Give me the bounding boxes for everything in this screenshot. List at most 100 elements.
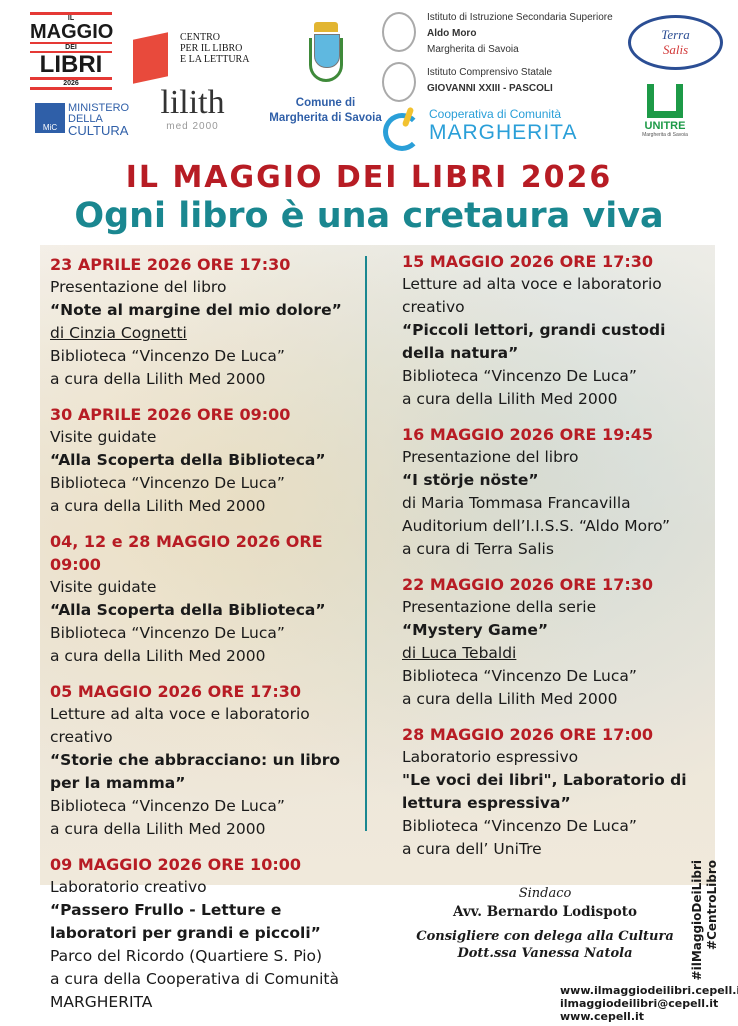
- event-date: 15 MAGGIO 2026 ORE 17:30: [402, 252, 653, 271]
- signature-role-mayor: Sindaco: [518, 886, 572, 901]
- logo-text: 2026: [30, 77, 112, 90]
- signature-role-councillor: Consigliere con delega alla Cultura: [416, 929, 674, 944]
- event: 15 MAGGIO 2026 ORE 17:30 Letture ad alta …: [402, 250, 702, 411]
- event-title: “Mystery Game”: [402, 621, 549, 639]
- event-detail: di Cinzia Cognetti: [50, 324, 187, 342]
- event-detail: Auditorium dell’I.I.S.S. “Aldo Moro”: [402, 517, 671, 535]
- event: 30 APRILE 2026 ORE 09:00 Visite guidate “A…: [50, 403, 365, 518]
- event-title: "Le voci dei libri", Laboratorio di lett…: [402, 771, 687, 812]
- logo-unitre: UNITRE Margherita di Savoia: [636, 84, 694, 138]
- event-detail: Biblioteca “Vincenzo De Luca”: [402, 817, 637, 835]
- event-detail: Laboratorio espressivo: [402, 748, 579, 766]
- logo-text: CULTURA: [68, 123, 129, 138]
- signature-name-mayor: Avv. Bernardo Lodispoto: [453, 904, 637, 920]
- event: 22 MAGGIO 2026 ORE 17:30 Presentazione de…: [402, 573, 702, 711]
- logo-text: Aldo Moro: [427, 28, 477, 39]
- event: 16 MAGGIO 2026 ORE 19:45 Presentazione de…: [402, 423, 702, 561]
- book-illustration-background: [40, 245, 715, 885]
- logo-text: PER IL LIBRO: [180, 43, 243, 54]
- logo-text: MAGGIO: [30, 21, 114, 43]
- flower-icon: [383, 113, 421, 151]
- event-detail: a cura della Lilith Med 2000: [50, 647, 266, 665]
- event-detail: di Luca Tebaldi: [402, 644, 517, 662]
- events-left-column: 23 APRILE 2026 ORE 17:30 Presentazione de…: [50, 253, 365, 1026]
- event-date: 05 MAGGIO 2026 ORE 17:30: [50, 682, 301, 701]
- website-link[interactable]: www.cepell.it: [560, 1010, 645, 1023]
- event-title: “Note al margine del mio dolore”: [50, 301, 342, 319]
- logo-terra-salis: Terra Salis: [628, 15, 723, 70]
- emblem-icon: [382, 12, 416, 52]
- page-title: IL MAGGIO DEI LIBRI 2026: [125, 160, 613, 195]
- event-date: 30 APRILE 2026 ORE 09:00: [50, 405, 291, 424]
- event-detail: Biblioteca “Vincenzo De Luca”: [50, 474, 285, 492]
- event-detail: di Maria Tommasa Francavilla: [402, 494, 631, 512]
- hashtags: #ilMaggioDeiLibri #CentroLibro: [690, 860, 720, 1000]
- event-detail: a cura della Cooperativa di Comunità MAR…: [50, 970, 340, 1011]
- logo-text: Margherita di Savoia: [427, 44, 519, 55]
- unitre-mark-icon: [647, 84, 683, 118]
- email-link[interactable]: ilmaggiodeilibri@cepell.it: [560, 997, 719, 1010]
- logo-comune: Comune di Margherita di Savoia: [268, 8, 383, 126]
- logo-text: GIOVANNI XXIII - PASCOLI: [427, 83, 553, 94]
- emblem-icon: [382, 62, 416, 102]
- logo-text: Terra: [661, 27, 690, 42]
- page-subtitle: Ogni libro è una cretaura viva: [74, 196, 664, 236]
- event-title: “Piccoli lettori, grandi custodi della n…: [402, 321, 666, 362]
- event-detail: Laboratorio creativo: [50, 878, 207, 896]
- logo-text: CENTRO: [180, 32, 220, 43]
- logo-text: DEI: [30, 42, 112, 53]
- event: 05 MAGGIO 2026 ORE 17:30 Letture ad alta …: [50, 680, 365, 841]
- event-detail: Biblioteca “Vincenzo De Luca”: [402, 367, 637, 385]
- logo-text: med 2000: [166, 121, 219, 132]
- event-detail: a cura della Lilith Med 2000: [50, 820, 266, 838]
- event-date: 04, 12 e 28 MAGGIO 2026 ORE 09:00: [50, 532, 323, 574]
- event-detail: a cura della Lilith Med 2000: [402, 690, 618, 708]
- mic-badge: MiC: [35, 103, 65, 133]
- column-divider: [365, 256, 367, 831]
- event-detail: Visite guidate: [50, 578, 157, 596]
- logo-text: Istituto di Istruzione Secondaria Superi…: [427, 12, 613, 23]
- logo-lilith: lilith med 2000: [150, 84, 235, 133]
- cepell-book-icon: [133, 32, 168, 84]
- event: 28 MAGGIO 2026 ORE 17:00 Laboratorio espr…: [402, 723, 702, 861]
- event-date: 09 MAGGIO 2026 ORE 10:00: [50, 855, 301, 874]
- logo-text: Istituto Comprensivo Statale: [427, 67, 553, 78]
- event-title: “Alla Scoperta della Biblioteca”: [50, 601, 326, 619]
- hashtag: #ilMaggioDeiLibri: [690, 860, 704, 981]
- logo-text: MINISTERO: [68, 102, 130, 114]
- event-detail: a cura della Lilith Med 2000: [50, 370, 266, 388]
- signature-name-councillor: Dott.ssa Vanessa Natola: [457, 946, 633, 961]
- logo-text: DELLA: [68, 113, 103, 125]
- event-detail: a cura dell’ UniTre: [402, 840, 542, 858]
- website-link[interactable]: www.ilmaggiodeilibri.cepell.it: [560, 984, 738, 997]
- logo-text: E LA LETTURA: [180, 54, 250, 65]
- event-date: 22 MAGGIO 2026 ORE 17:30: [402, 575, 653, 594]
- logo-text: Salis: [662, 42, 689, 57]
- event: 04, 12 e 28 MAGGIO 2026 ORE 09:00 Visite …: [50, 530, 365, 668]
- event: 09 MAGGIO 2026 ORE 10:00 Laboratorio crea…: [50, 853, 365, 1014]
- events-right-column: 15 MAGGIO 2026 ORE 17:30 Letture ad alta …: [402, 250, 702, 873]
- event-date: 23 APRILE 2026 ORE 17:30: [50, 255, 291, 274]
- event-detail: Presentazione del libro: [402, 448, 579, 466]
- logo-text: Margherita di Savoia: [642, 132, 688, 138]
- logo-text: MARGHERITA: [429, 121, 578, 144]
- logo-text: Cooperativa di Comunità: [429, 107, 562, 121]
- event-detail: Letture ad alta voce e laboratorio creat…: [50, 705, 310, 746]
- event-detail: Biblioteca “Vincenzo De Luca”: [50, 624, 285, 642]
- event-detail: Biblioteca “Vincenzo De Luca”: [50, 347, 285, 365]
- event-detail: Presentazione della serie: [402, 598, 597, 616]
- logo-text: IL: [30, 12, 112, 22]
- event-detail: Letture ad alta voce e laboratorio creat…: [402, 275, 662, 316]
- logo-text: LIBRI: [39, 51, 103, 78]
- event-detail: Biblioteca “Vincenzo De Luca”: [402, 667, 637, 685]
- logo-maggio-dei-libri: IL MAGGIO DEI LIBRI 2026: [30, 12, 114, 90]
- logo-text: lilith: [160, 84, 225, 121]
- coat-of-arms-icon: [308, 8, 343, 86]
- logo-text: Margherita di Savoia: [269, 112, 382, 124]
- event-title: “Passero Frullo - Letture e laboratori p…: [50, 901, 321, 942]
- event-detail: Parco del Ricordo (Quartiere S. Pio): [50, 947, 323, 965]
- event-detail: Presentazione del libro: [50, 278, 227, 296]
- event-detail: a cura della Lilith Med 2000: [402, 390, 618, 408]
- hashtag: #CentroLibro: [705, 860, 719, 950]
- event-date: 28 MAGGIO 2026 ORE 17:00: [402, 725, 653, 744]
